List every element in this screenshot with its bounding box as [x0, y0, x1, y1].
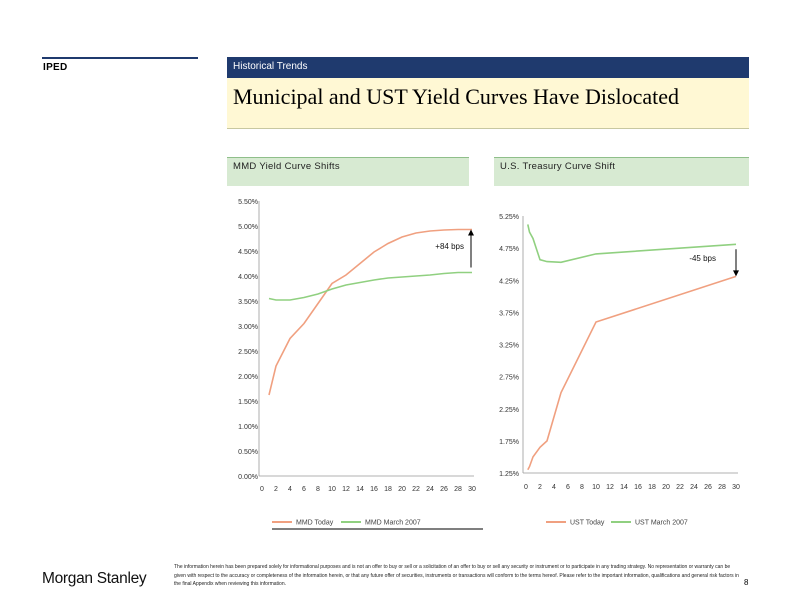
ust-y-tick-label: 2.25%	[499, 407, 519, 414]
ust-legend-label: UST Today	[570, 520, 605, 527]
ust-x-tick-label: 24	[690, 484, 698, 491]
ust-x-tick-label: 30	[732, 484, 740, 491]
mmd-y-tick-label: 5.50%	[238, 199, 258, 206]
ust-x-tick-label: 10	[592, 484, 600, 491]
ust-x-tick-label: 28	[718, 484, 726, 491]
mmd-legend-label: MMD Today	[296, 520, 334, 527]
ust-x-tick-label: 12	[606, 484, 614, 491]
section-label: IPED	[43, 62, 68, 73]
mmd-y-tick-label: 3.00%	[238, 324, 258, 331]
mmd-x-tick-label: 18	[384, 486, 392, 493]
mmd-x-tick-label: 28	[454, 486, 462, 493]
mmd-x-tick-label: 4	[288, 486, 292, 493]
ust-y-tick-label: 4.75%	[499, 246, 519, 253]
ust-x-tick-label: 18	[648, 484, 656, 491]
ust-chart-title: U.S. Treasury Curve Shift	[500, 161, 616, 172]
mmd-y-tick-label: 5.00%	[238, 224, 258, 231]
ust-shift-annotation: -45 bps	[689, 254, 716, 263]
mmd-chart-title: MMD Yield Curve Shifts	[233, 161, 340, 172]
mmd-x-tick-label: 8	[316, 486, 320, 493]
mmd-march-series-line	[268, 271, 472, 301]
mmd-y-tick-label: 2.50%	[238, 349, 258, 356]
mmd-x-tick-label: 24	[426, 486, 434, 493]
mmd-y-tick-label: 1.50%	[238, 399, 258, 406]
mmd-x-tick-label: 22	[412, 486, 420, 493]
mmd-x-tick-label: 20	[398, 486, 406, 493]
mmd-today-series-line	[268, 228, 472, 396]
mmd-x-tick-label: 0	[260, 486, 264, 493]
mmd-legend-label: MMD March 2007	[365, 520, 421, 527]
ust-x-tick-label: 20	[662, 484, 670, 491]
ust-x-tick-label: 0	[524, 484, 528, 491]
mmd-x-tick-label: 14	[356, 486, 364, 493]
mmd-panel-header	[227, 157, 469, 186]
ust-march-series-line	[527, 224, 737, 264]
ust-x-tick-label: 6	[566, 484, 570, 491]
mmd-y-tick-label: 1.00%	[238, 424, 258, 431]
mmd-y-tick-label: 4.00%	[238, 274, 258, 281]
mmd-x-tick-label: 16	[370, 486, 378, 493]
header-rule	[42, 57, 198, 59]
mmd-x-tick-label: 2	[274, 486, 278, 493]
section-bar	[227, 57, 749, 78]
ust-x-tick-label: 22	[676, 484, 684, 491]
ust-y-tick-label: 5.25%	[499, 214, 519, 221]
ust-shift-arrowhead	[733, 270, 739, 277]
ust-x-tick-label: 26	[704, 484, 712, 491]
ust-x-tick-label: 8	[580, 484, 584, 491]
ust-y-tick-label: 4.25%	[499, 278, 519, 285]
mmd-y-tick-label: 0.00%	[238, 474, 258, 481]
ust-legend-label: UST March 2007	[635, 520, 688, 527]
mmd-y-tick-label: 4.50%	[238, 249, 258, 256]
ust-y-tick-label: 3.25%	[499, 343, 519, 350]
ust-x-tick-label: 2	[538, 484, 542, 491]
ust-panel-header	[494, 157, 749, 186]
page-title: Municipal and UST Yield Curves Have Disl…	[233, 84, 680, 109]
title-box	[227, 78, 749, 129]
mmd-shift-arrowhead	[468, 229, 474, 236]
ust-today-series-line	[527, 275, 737, 471]
ust-y-tick-label: 3.75%	[499, 310, 519, 317]
disclaimer-text: The information herein has been prepared…	[174, 564, 739, 587]
ust-y-tick-label: 1.75%	[499, 439, 519, 446]
mmd-x-tick-label: 10	[328, 486, 336, 493]
ust-x-tick-label: 14	[620, 484, 628, 491]
ust-x-tick-label: 16	[634, 484, 642, 491]
page-number: 8	[744, 578, 749, 587]
ust-x-tick-label: 4	[552, 484, 556, 491]
ust-y-tick-label: 2.75%	[499, 375, 519, 382]
mmd-y-tick-label: 2.00%	[238, 374, 258, 381]
mmd-x-tick-label: 30	[468, 486, 476, 493]
section-bar-label: Historical Trends	[233, 61, 308, 72]
mmd-x-tick-label: 26	[440, 486, 448, 493]
mmd-x-tick-label: 6	[302, 486, 306, 493]
mmd-x-tick-label: 12	[342, 486, 350, 493]
mmd-shift-annotation: +84 bps	[435, 242, 464, 251]
mmd-y-tick-label: 0.50%	[238, 449, 258, 456]
morgan-stanley-logo: Morgan Stanley	[42, 570, 147, 587]
mmd-y-tick-label: 3.50%	[238, 299, 258, 306]
ust-y-tick-label: 1.25%	[499, 471, 519, 478]
